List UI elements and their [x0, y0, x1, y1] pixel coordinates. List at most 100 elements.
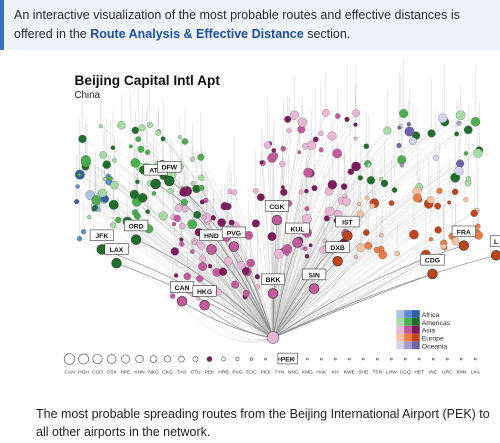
hub-label-sin: SIN	[308, 272, 319, 279]
airport-node	[160, 136, 166, 142]
airport-node	[117, 121, 126, 130]
axis-node-kmg	[306, 357, 309, 361]
airport-node	[263, 141, 271, 149]
airport-node	[297, 150, 302, 155]
airport-node	[399, 162, 405, 168]
airport-node	[327, 180, 338, 190]
airport-node	[74, 199, 80, 205]
airport-node	[169, 293, 176, 299]
airport-node	[224, 202, 232, 211]
airport-node	[454, 166, 464, 176]
airport-node	[137, 145, 145, 153]
airport-node	[409, 229, 419, 240]
axis-node-she	[362, 357, 365, 361]
axis-node-tsn	[376, 357, 379, 361]
airport-node	[197, 241, 205, 250]
hub-label-box	[192, 285, 217, 297]
axis-node-hfe	[121, 354, 130, 364]
airport-node	[174, 204, 183, 212]
airport-node	[138, 124, 146, 132]
route-edge	[229, 191, 274, 338]
route-edge	[272, 146, 367, 338]
airport-node	[242, 289, 250, 297]
route-edge	[233, 246, 274, 338]
airport-node	[171, 221, 177, 227]
hub-label-box	[157, 161, 182, 173]
airport-node	[286, 128, 292, 134]
legend-swatch	[411, 325, 420, 334]
hub-label-box	[104, 243, 129, 255]
route-analysis-link[interactable]: Route Analysis & Effective Distance	[90, 27, 304, 41]
airport-node	[399, 109, 409, 118]
axis-code-urc: URC	[442, 370, 453, 376]
axis-code-inc: INC	[429, 370, 438, 376]
airport-node	[87, 214, 92, 220]
route-edge	[272, 242, 298, 338]
legend-label-europe: Europe	[422, 335, 444, 342]
axis-node-cgo	[92, 353, 103, 365]
route-edge	[272, 138, 356, 338]
airport-node	[181, 138, 189, 145]
axis-code-can: CAN	[64, 370, 75, 376]
airport-node	[173, 214, 181, 222]
airport-node	[102, 177, 107, 182]
axis-code-ctu: CTU	[190, 370, 200, 376]
airport-node	[311, 185, 318, 192]
airport-node	[271, 148, 277, 153]
airport-node	[396, 142, 402, 149]
airport-node	[189, 156, 195, 163]
legend-label-americas: Americas	[422, 320, 451, 327]
route-edge	[211, 249, 274, 338]
airport-node	[215, 289, 222, 296]
airport-node	[475, 223, 481, 229]
axis-node-xiy	[334, 357, 337, 361]
axis-node-urc	[446, 357, 449, 361]
airport-node	[167, 188, 174, 195]
hub-node-can	[176, 296, 188, 307]
legend-swatch	[396, 317, 405, 326]
airport-node	[207, 264, 213, 269]
airport-node	[228, 219, 235, 226]
airport-node	[304, 253, 310, 259]
legend-swatch	[396, 333, 405, 342]
root-label-box	[277, 352, 298, 365]
axis-code-pek: PEK	[205, 370, 216, 376]
route-edge	[272, 139, 316, 338]
airport-node	[269, 151, 279, 161]
airport-node	[155, 130, 162, 136]
airport-node	[451, 188, 459, 196]
hub-label-box	[285, 222, 310, 235]
hub-label-box	[264, 200, 289, 212]
hub-node-fra	[458, 240, 469, 251]
airport-node	[470, 209, 478, 217]
airport-node	[327, 131, 337, 141]
axis-node-lxa	[473, 357, 477, 361]
intro-text-before: An interactive visualization of the most…	[14, 8, 460, 41]
axis-code-kwe: KWE	[344, 370, 356, 376]
airport-node	[199, 199, 205, 205]
airport-node	[129, 189, 139, 200]
route-edge	[158, 132, 274, 338]
airport-node	[364, 241, 373, 250]
airport-node	[189, 249, 195, 254]
airport-node	[284, 250, 290, 256]
root-label: PEK	[281, 356, 295, 363]
legend-swatch	[396, 325, 405, 334]
airport-node	[279, 160, 286, 167]
route-edge	[272, 191, 302, 338]
airport-node	[463, 125, 473, 135]
airport-node	[451, 237, 460, 246]
airport-node	[456, 120, 462, 126]
airport-node	[198, 174, 205, 181]
airport-node	[289, 110, 299, 120]
airport-node	[455, 110, 466, 121]
route-edge	[272, 119, 348, 338]
hub-node-pvg	[228, 241, 240, 252]
airport-node	[325, 206, 335, 217]
airport-node	[218, 267, 228, 276]
legend-label-oceania: Oceania	[422, 343, 448, 350]
airport-node	[373, 246, 381, 254]
airport-node	[369, 203, 375, 209]
airport-node	[334, 113, 341, 119]
airport-node	[366, 163, 371, 168]
